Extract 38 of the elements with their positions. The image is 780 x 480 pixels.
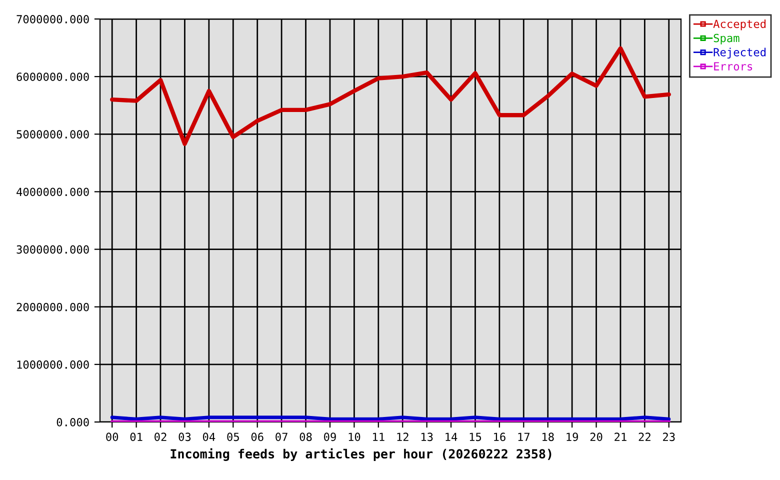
y-tick-label: 3000000.000 <box>16 245 89 254</box>
x-tick-label: 14 <box>446 432 458 441</box>
x-tick-label: 06 <box>251 432 264 442</box>
x-tick-label: 19 <box>566 432 578 442</box>
x-tick-label: 15 <box>470 432 482 442</box>
x-tick-label: 02 <box>154 432 166 442</box>
x-tick-label: 16 <box>494 432 506 442</box>
x-tick-label: 05 <box>227 432 239 442</box>
x-tick-label: 23 <box>663 432 675 442</box>
line-series <box>110 46 671 146</box>
legend-label: Accepted <box>713 19 766 30</box>
x-tick-label: 08 <box>300 432 312 442</box>
x-tick-label: 20 <box>590 432 602 442</box>
x-tick-label: 07 <box>276 432 288 442</box>
y-tick-label: 7000000.000 <box>16 15 89 24</box>
y-tick-label: 1000000.000 <box>17 360 89 369</box>
x-tick-label: 09 <box>324 432 336 442</box>
x-tick-label: 10 <box>348 432 360 442</box>
x-axis-title: Incoming feeds by articles per hour (20260222 2358) <box>170 448 552 461</box>
y-tick-label: 2000000.000 <box>16 302 89 312</box>
legend-label: Rejected <box>714 48 766 59</box>
x-tick-label: 04 <box>202 432 216 442</box>
x-tick-label: 11 <box>373 432 384 441</box>
y-tick-label: 6000000.000 <box>16 72 89 81</box>
x-tick-label: 12 <box>397 432 408 441</box>
y-tick-label: 5000000.000 <box>16 130 89 139</box>
x-tick-label: 13 <box>421 432 433 442</box>
y-tick-label: 0.000 <box>56 418 89 426</box>
x-tick-label: 17 <box>518 432 530 441</box>
legend-label: Errors <box>714 62 752 71</box>
x-tick-label: 21 <box>614 432 626 441</box>
x-tick-label: 01 <box>130 432 142 442</box>
y-tick-label: 4000000.000 <box>16 188 89 196</box>
x-tick-label: 03 <box>178 432 191 442</box>
x-tick-label: 18 <box>542 432 554 442</box>
x-tick-label: 00 <box>106 432 118 442</box>
legend-label: Spam <box>714 34 740 44</box>
x-tick-label: 22 <box>638 432 650 441</box>
